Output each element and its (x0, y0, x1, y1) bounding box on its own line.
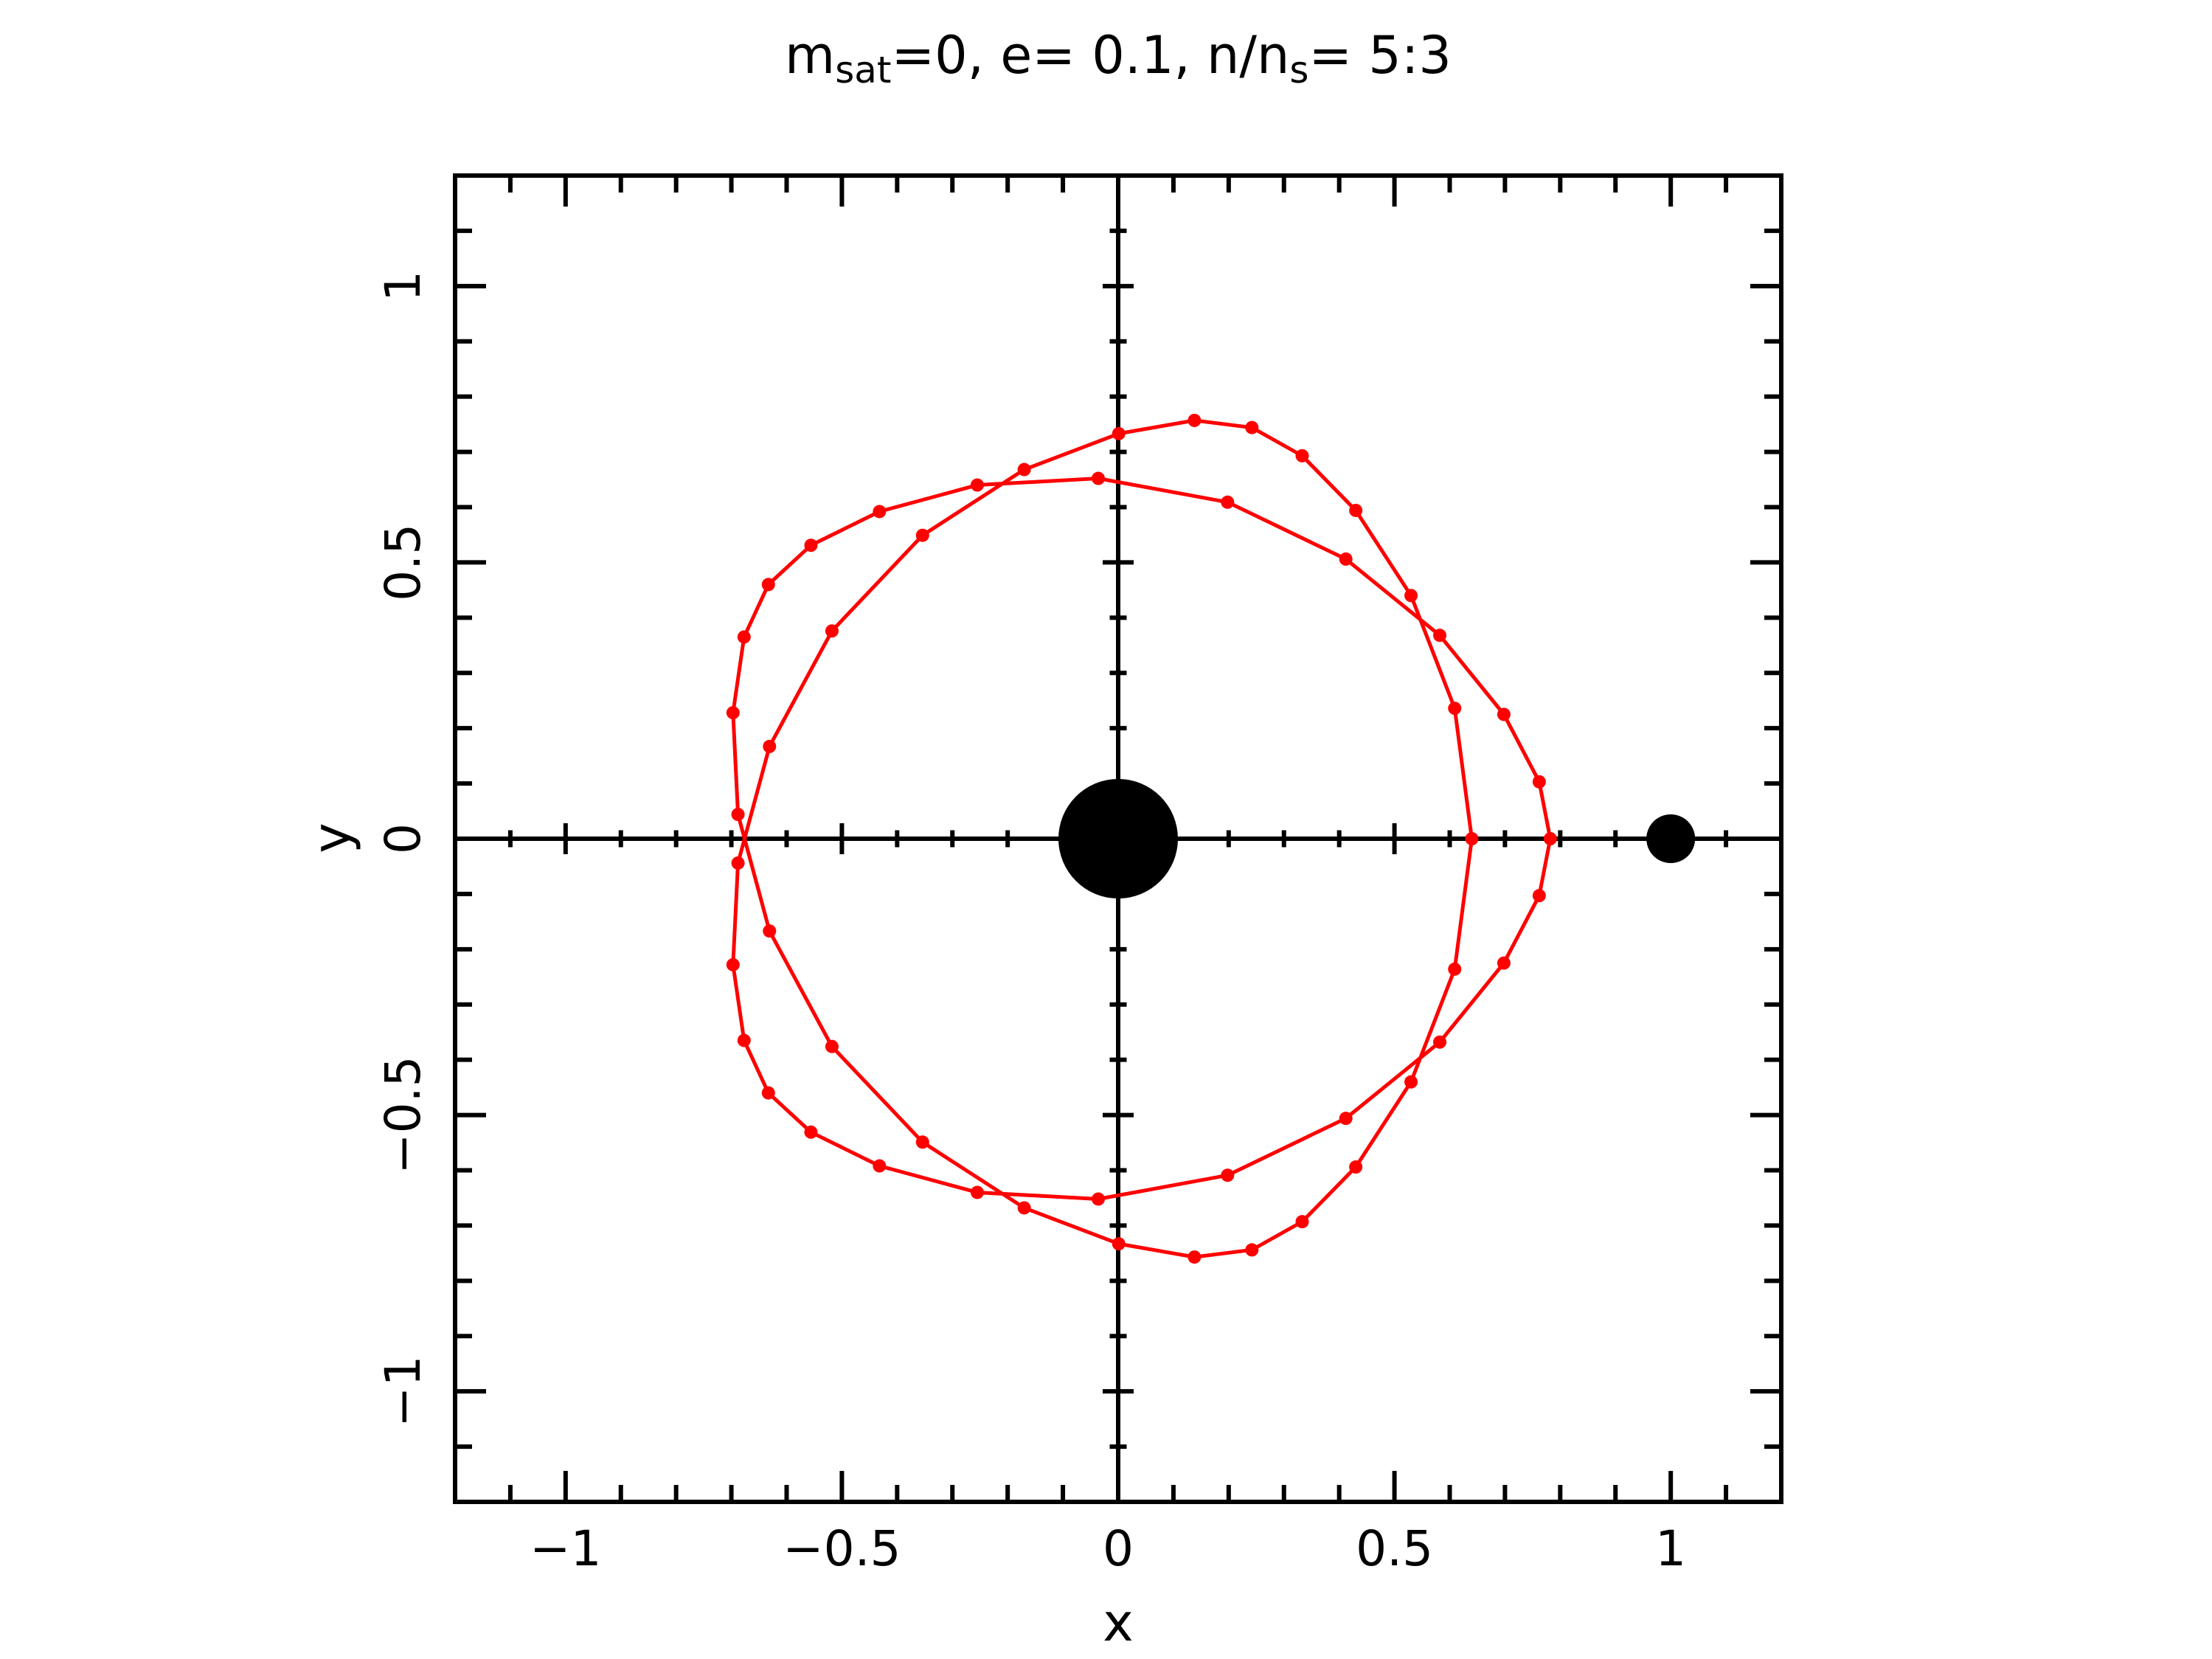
satellite (1646, 814, 1696, 863)
orbit-point (1188, 413, 1202, 427)
orbit-point (761, 578, 775, 592)
orbit-point (1349, 1160, 1363, 1174)
orbit-point (726, 706, 740, 720)
orbit-point (1295, 1215, 1309, 1229)
orbit-point (1221, 495, 1235, 509)
orbit-point (1448, 962, 1462, 976)
orbit-point (1339, 552, 1353, 566)
orbit-point (1543, 832, 1557, 845)
orbit-point (1017, 1201, 1031, 1215)
orbit-point (825, 1039, 839, 1053)
orbit-point (761, 1086, 775, 1100)
x-tick-label: 0 (1103, 1520, 1134, 1577)
orbit-point (737, 630, 751, 644)
y-tick-label: 0.5 (375, 524, 431, 601)
x-tick-label: 0.5 (1356, 1520, 1433, 1577)
title-part: s (1289, 49, 1308, 91)
chart-title: msat=0, e= 0.1, n/ns= 5:3 (785, 25, 1452, 91)
orbit-point (731, 808, 745, 822)
orbit-point (1433, 628, 1447, 643)
x-tick-label: 1 (1655, 1520, 1686, 1577)
orbit-point (1017, 463, 1031, 477)
orbit-point (1221, 1168, 1235, 1182)
orbit-point (1404, 1075, 1418, 1089)
plot-frame (453, 173, 1783, 1504)
orbit-point (726, 957, 740, 971)
x-tick-label: −1 (530, 1520, 601, 1577)
orbit-point (1112, 426, 1126, 440)
orbit-point (1448, 702, 1462, 716)
orbit-point (1188, 1250, 1202, 1264)
orbit-point (1497, 707, 1511, 721)
orbit-point (763, 739, 777, 753)
orbit-point (1532, 889, 1546, 903)
title-part: = 5:3 (1308, 25, 1452, 86)
orbit-point (1349, 503, 1363, 517)
orbit-point (1339, 1112, 1353, 1126)
y-tick-label: −1 (375, 1356, 431, 1427)
x-tick-label: −0.5 (783, 1520, 901, 1577)
x-axis-title: x (1103, 1593, 1133, 1653)
orbit-point (915, 1135, 929, 1149)
orbit-point (1497, 956, 1511, 970)
orbit-point (873, 1159, 887, 1173)
orbit-point (737, 1033, 751, 1047)
orbit-point (915, 528, 929, 542)
y-tick-label: −0.5 (375, 1056, 431, 1174)
y-axis-title: y (302, 822, 362, 853)
orbit-point (1245, 1243, 1259, 1257)
orbit-point (804, 538, 818, 553)
orbit-point (731, 856, 745, 870)
title-part: m (785, 25, 835, 86)
orbit-point (825, 624, 839, 638)
orbit-point (1433, 1035, 1447, 1049)
orbit-point (1092, 471, 1106, 485)
orbit-point (1112, 1237, 1126, 1251)
y-tick-label: 0 (375, 823, 431, 854)
orbit-point (970, 1185, 984, 1199)
orbit-point (1245, 420, 1259, 434)
title-part: sat (835, 49, 891, 91)
orbit-point (1404, 589, 1418, 603)
title-part: =0, e= 0.1, n/n (892, 25, 1290, 86)
central-body (1058, 779, 1178, 898)
orbit-point (804, 1125, 818, 1139)
orbit-point (1295, 448, 1309, 463)
orbit-point (1092, 1192, 1106, 1206)
orbit-point (873, 505, 887, 519)
orbit-point (1532, 775, 1546, 789)
y-tick-label: 1 (375, 271, 431, 302)
orbit-point (763, 924, 777, 938)
orbit-point (970, 478, 984, 492)
orbit-point (1465, 832, 1479, 845)
